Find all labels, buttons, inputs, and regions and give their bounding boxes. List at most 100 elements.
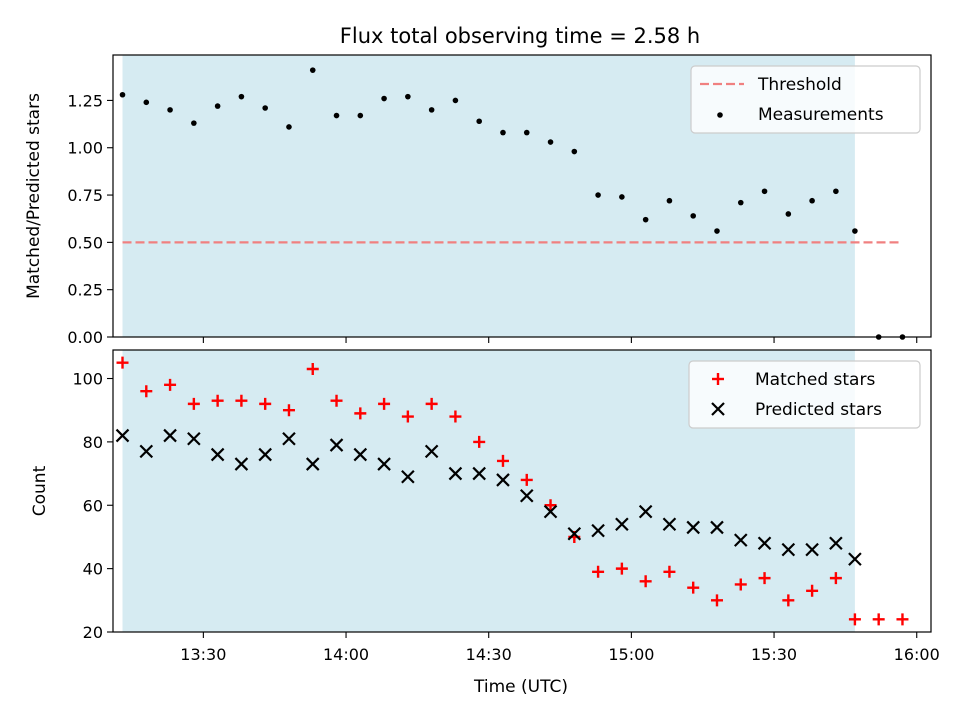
measurement-point bbox=[309, 67, 316, 73]
matched-stars-point bbox=[330, 394, 343, 407]
chart-title: Flux total observing time = 2.58 h bbox=[340, 24, 700, 48]
predicted-stars-point bbox=[305, 457, 320, 471]
matched-stars-point bbox=[872, 613, 885, 626]
matched-stars-point bbox=[592, 565, 605, 578]
predicted-stars-point bbox=[187, 431, 201, 446]
predicted-stars-point bbox=[139, 444, 154, 459]
measurement-point bbox=[666, 197, 673, 204]
matched-stars-point bbox=[758, 572, 771, 585]
measurement-point bbox=[595, 192, 601, 198]
measurement-point bbox=[547, 139, 554, 145]
matched-stars-point bbox=[306, 363, 319, 376]
measurement-point bbox=[381, 95, 387, 102]
x-tick-label: 14:30 bbox=[466, 645, 512, 664]
matched-stars-point bbox=[354, 407, 367, 420]
measurement-point bbox=[143, 99, 150, 106]
measurement-point bbox=[333, 112, 340, 119]
predicted-stars-point bbox=[234, 457, 249, 471]
matched-stars-point bbox=[187, 397, 200, 410]
predicted-stars-point bbox=[591, 523, 605, 538]
top-plot-frame bbox=[112, 54, 932, 338]
matched-stars-point bbox=[401, 410, 414, 423]
y-tick-label: 20 bbox=[83, 623, 103, 642]
y-tick-label: 0.00 bbox=[67, 328, 103, 347]
measurement-point bbox=[737, 199, 744, 206]
measurement-point bbox=[167, 107, 173, 113]
matched-stars-point bbox=[473, 435, 486, 448]
bottom-legend: Matched stars Predicted stars bbox=[688, 360, 921, 429]
measurement-point bbox=[357, 112, 364, 119]
legend-predicted-label: Predicted stars bbox=[755, 400, 882, 420]
matched-stars-point bbox=[687, 581, 700, 594]
y-tick-label: 60 bbox=[83, 496, 103, 515]
matched-stars-point bbox=[663, 565, 676, 578]
bottom-y-axis-label: Count bbox=[30, 465, 50, 516]
predicted-stars-point bbox=[781, 542, 796, 557]
measurement-point bbox=[500, 129, 506, 136]
measurement-point bbox=[571, 148, 578, 155]
legend-measurements-swatch bbox=[717, 112, 723, 118]
predicted-stars-point bbox=[258, 447, 272, 462]
legend-measurements-label: Measurements bbox=[758, 105, 884, 125]
predicted-stars-point bbox=[353, 447, 368, 462]
matched-stars-point bbox=[896, 613, 909, 626]
x-tick-label: 16:00 bbox=[894, 645, 940, 664]
legend-predicted-swatch bbox=[711, 402, 725, 416]
matched-stars-point bbox=[520, 473, 533, 486]
bottom-x-ticks: 13:30 14:00 14:30 15:00 15:30 16:00 bbox=[180, 632, 940, 664]
x-axis-label: Time (UTC) bbox=[473, 677, 568, 697]
legend-matched-label: Matched stars bbox=[755, 370, 875, 390]
measurement-point bbox=[714, 228, 720, 234]
matched-stars-point bbox=[710, 594, 723, 607]
measurement-point bbox=[476, 118, 482, 125]
measurement-point bbox=[238, 93, 245, 100]
predicted-stars-point bbox=[805, 542, 819, 557]
measurement-point bbox=[690, 213, 697, 219]
predicted-stars-point bbox=[472, 466, 486, 481]
matched-stars-point bbox=[140, 385, 153, 398]
top-panel: 0.00 0.25 0.50 0.75 1.00 1.25 Matched/Predict… bbox=[24, 54, 932, 347]
predicted-stars-point bbox=[567, 526, 582, 541]
measurement-point bbox=[452, 97, 459, 104]
matched-stars-point bbox=[116, 356, 129, 369]
y-tick-label: 1.25 bbox=[67, 91, 103, 110]
predicted-stars-point bbox=[733, 533, 748, 547]
y-tick-label: 1.00 bbox=[67, 139, 103, 158]
y-tick-label: 0.50 bbox=[67, 233, 103, 252]
bottom-legend-box bbox=[688, 360, 921, 429]
predicted-stars-point bbox=[282, 431, 296, 446]
top-legend: Threshold Measurements bbox=[690, 65, 921, 134]
y-tick-label: 80 bbox=[83, 433, 103, 452]
predicted-stars-point bbox=[848, 552, 862, 566]
legend-matched-swatch bbox=[712, 373, 724, 385]
predicted-stars-point bbox=[757, 536, 772, 551]
legend-threshold-label: Threshold bbox=[757, 75, 842, 95]
matched-stars-point bbox=[782, 594, 795, 607]
measurement-point bbox=[809, 197, 815, 204]
measurement-point bbox=[214, 103, 221, 109]
measurement-point bbox=[761, 188, 768, 195]
predicted-stars-point bbox=[329, 438, 344, 452]
predicted-stars-point bbox=[710, 520, 724, 535]
measurement-point bbox=[619, 194, 625, 200]
y-tick-label: 0.75 bbox=[67, 186, 103, 205]
predicted-stars-point bbox=[829, 536, 843, 551]
predicted-stars-point bbox=[401, 469, 415, 484]
y-tick-label: 0.25 bbox=[67, 281, 103, 300]
measurement-point bbox=[191, 120, 197, 126]
matched-stars-point bbox=[544, 499, 557, 512]
x-tick-label: 14:00 bbox=[323, 645, 369, 664]
y-tick-label: 100 bbox=[72, 370, 103, 389]
matched-stars-point bbox=[164, 378, 177, 391]
measurement-point bbox=[852, 228, 858, 234]
top-y-axis-label: Matched/Predicted stars bbox=[24, 93, 44, 299]
top-x-ticks bbox=[202, 337, 918, 343]
matched-stars-point bbox=[211, 394, 224, 407]
matched-stars-point bbox=[639, 575, 652, 588]
x-tick-label: 15:30 bbox=[751, 645, 797, 664]
y-tick-label: 40 bbox=[83, 560, 103, 579]
matched-stars-point bbox=[615, 562, 628, 575]
measurement-point bbox=[262, 105, 268, 111]
predicted-stars-point bbox=[543, 504, 558, 519]
